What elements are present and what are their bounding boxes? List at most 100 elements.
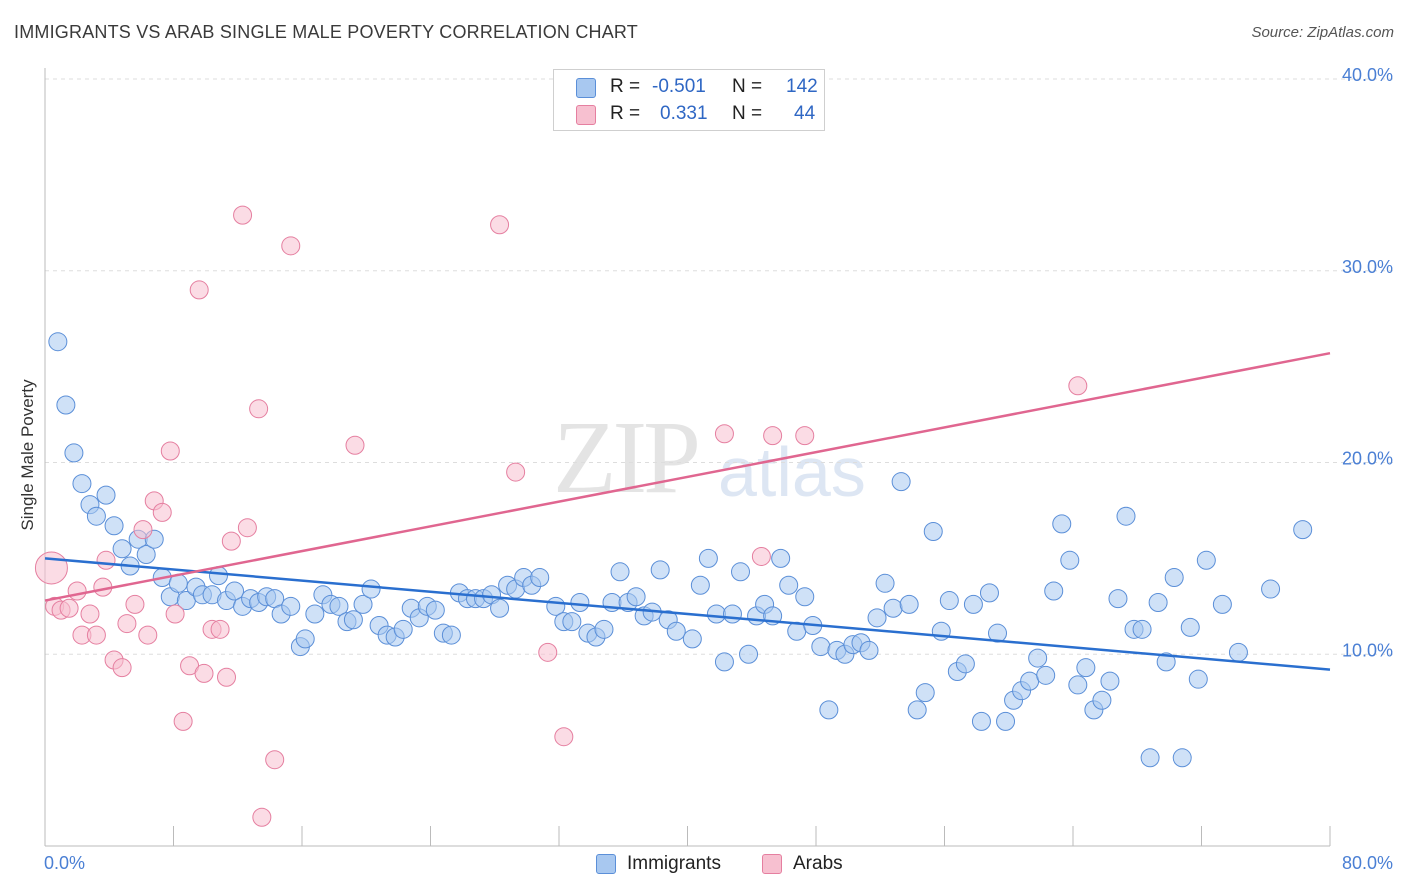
y-tick-label: 30.0% <box>1342 257 1393 277</box>
immigrants-point <box>329 596 349 616</box>
arabs-point <box>252 807 272 827</box>
arabs-point <box>80 604 100 624</box>
arabs-point <box>217 667 237 687</box>
immigrants-point <box>1261 579 1281 599</box>
immigrants-point <box>1148 592 1168 612</box>
immigrants-point <box>425 600 445 620</box>
arabs-points <box>34 205 1088 827</box>
arabs-point <box>554 727 574 747</box>
immigrants-point <box>305 604 325 624</box>
immigrants-point <box>64 443 84 463</box>
immigrants-point <box>819 700 839 720</box>
immigrants-point <box>136 545 156 565</box>
arabs-point <box>125 594 145 614</box>
immigrants-point <box>225 581 245 601</box>
immigrants-point <box>682 629 702 649</box>
immigrants-point <box>1228 642 1248 662</box>
immigrants-point <box>722 604 742 624</box>
arabs-point <box>490 215 510 235</box>
arabs-point <box>1068 376 1088 396</box>
immigrants-point <box>626 587 646 607</box>
immigrants-point <box>281 596 301 616</box>
immigrants-points <box>48 332 1313 768</box>
x-tick-label: 0.0% <box>44 853 85 873</box>
r-label: R = <box>610 103 641 124</box>
immigrants-point <box>666 621 686 641</box>
immigrants-point <box>971 711 991 731</box>
immigrants-point <box>1028 648 1048 668</box>
immigrants-point <box>570 592 590 612</box>
immigrants-point <box>1100 671 1120 691</box>
immigrants-point <box>891 472 911 492</box>
arabs-point <box>233 205 253 225</box>
arabs-point <box>96 550 116 570</box>
immigrants-point <box>490 598 510 618</box>
immigrants-point <box>610 562 630 582</box>
immigrants-point <box>562 612 582 632</box>
immigrants-point <box>907 700 927 720</box>
immigrants-point <box>104 516 124 536</box>
arabs-point <box>59 598 79 618</box>
immigrants-point <box>867 608 887 628</box>
n-label: N = <box>732 76 763 97</box>
arabs-point <box>506 462 526 482</box>
arabs-point <box>345 435 365 455</box>
immigrants-point <box>899 594 919 614</box>
immigrants-point <box>112 539 132 559</box>
immigrants-point <box>1140 748 1160 768</box>
immigrants-point <box>988 623 1008 643</box>
correlation-legend: R = -0.501 N = 142 R = 0.331 N = 44 <box>553 69 825 131</box>
y-tick-label: 10.0% <box>1342 640 1393 660</box>
immigrants-point <box>48 332 68 352</box>
immigrants-point <box>698 548 718 568</box>
arabs-swatch <box>762 854 782 874</box>
arabs-point <box>538 642 558 662</box>
arabs-point <box>751 546 771 566</box>
immigrants-point <box>714 652 734 672</box>
tick-labels: 10.0% 20.0% 30.0% 40.0% 0.0% 80.0% <box>44 65 1393 873</box>
immigrants-point <box>86 506 106 526</box>
r-label: R = <box>610 76 641 97</box>
immigrants-point <box>1044 581 1064 601</box>
chart-title: IMMIGRANTS VS ARAB SINGLE MALE POVERTY C… <box>14 22 638 42</box>
immigrants-label: Immigrants <box>627 853 721 874</box>
immigrants-point <box>915 683 935 703</box>
watermark-zip: ZIP <box>553 400 701 515</box>
immigrants-r-value: -0.501 <box>652 76 706 97</box>
immigrants-point <box>811 637 831 657</box>
arabs-point <box>165 604 185 624</box>
x-tick-label: 80.0% <box>1342 853 1393 873</box>
immigrants-point <box>996 711 1016 731</box>
immigrants-point <box>295 629 315 649</box>
immigrants-point <box>1076 658 1096 678</box>
immigrants-point <box>955 654 975 674</box>
arabs-point <box>281 236 301 256</box>
immigrants-point <box>1293 520 1313 540</box>
arabs-point <box>189 280 209 300</box>
arabs-point <box>112 658 132 678</box>
arabs-point <box>34 551 68 585</box>
immigrants-point <box>594 619 614 639</box>
immigrants-point <box>650 560 670 580</box>
immigrants-point <box>1020 671 1040 691</box>
immigrants-point <box>1212 594 1232 614</box>
immigrants-n-value: 142 <box>786 76 818 97</box>
immigrants-point <box>353 594 373 614</box>
immigrants-point <box>883 598 903 618</box>
arabs-n-value: 44 <box>794 103 816 124</box>
immigrants-swatch <box>576 78 596 98</box>
arabs-point <box>194 663 214 683</box>
immigrants-swatch <box>596 854 616 874</box>
immigrants-trend-line <box>44 557 1331 671</box>
immigrants-point <box>530 568 550 588</box>
arabs-point <box>210 619 230 639</box>
arabs-point <box>160 441 180 461</box>
source-label: Source: ZipAtlas.com <box>1251 24 1394 41</box>
arabs-point <box>173 711 193 731</box>
immigrants-point <box>1180 617 1200 637</box>
immigrants-point <box>690 575 710 595</box>
arabs-point <box>138 625 158 645</box>
arabs-r-value: 0.331 <box>660 103 708 124</box>
arabs-point <box>714 424 734 444</box>
immigrants-point <box>779 575 799 595</box>
